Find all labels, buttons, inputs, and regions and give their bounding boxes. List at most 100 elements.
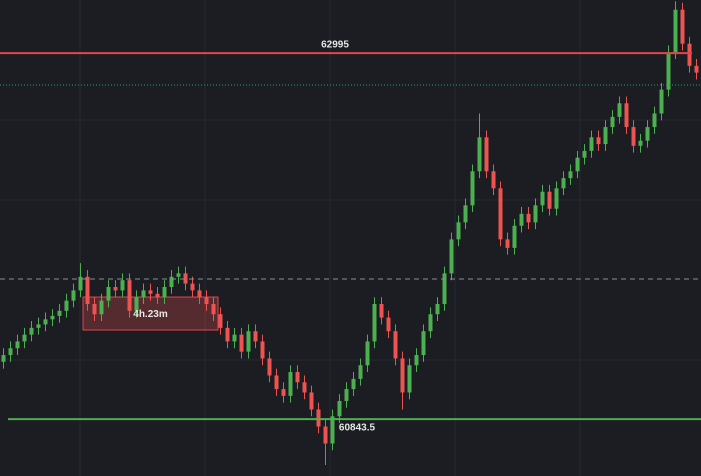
candle-body	[1, 355, 6, 362]
candle-body	[57, 310, 62, 316]
candle-body	[43, 319, 48, 325]
candle-body	[617, 103, 622, 117]
candle-body	[526, 213, 531, 223]
candle-body	[596, 137, 601, 145]
candle-body	[428, 314, 433, 332]
candle-body	[316, 409, 321, 427]
candle-body	[421, 331, 426, 356]
candle-body	[645, 127, 650, 141]
candle-body	[155, 293, 160, 298]
candle-body	[267, 358, 272, 376]
candle-body	[456, 222, 461, 240]
candle-body	[106, 286, 111, 301]
candle-body	[407, 365, 412, 393]
candle-body	[512, 225, 517, 248]
candle-body	[547, 191, 552, 209]
candle-body	[78, 276, 83, 291]
candle-body	[15, 341, 20, 349]
candle-body	[449, 239, 454, 274]
candle-body	[120, 280, 125, 291]
candle-body	[218, 314, 223, 328]
candle-body	[64, 300, 69, 311]
candle-body	[379, 304, 384, 318]
candle-body	[505, 239, 510, 248]
candle-body	[50, 315, 55, 320]
candle-body	[190, 283, 195, 291]
candle-body	[260, 341, 265, 359]
candle-body	[225, 327, 230, 342]
candle-body	[393, 331, 398, 359]
candle-body	[134, 297, 139, 311]
candle-body	[351, 378, 356, 390]
candle-body	[274, 375, 279, 390]
candle-body	[344, 389, 349, 401]
time-range-label: 4h.23m	[133, 309, 168, 320]
candle-body	[29, 327, 34, 335]
candle-body	[309, 392, 314, 410]
candle-body	[659, 89, 664, 114]
candle-body	[568, 171, 573, 179]
candle-body	[337, 400, 342, 417]
candle-body	[673, 9, 678, 53]
candle-body	[281, 389, 286, 396]
candle-body	[365, 341, 370, 366]
candle-body	[232, 334, 237, 342]
candle-body	[239, 334, 244, 352]
time-range-box	[82, 296, 219, 331]
candle-body	[127, 280, 132, 311]
candle-body	[561, 178, 566, 189]
candle-body	[540, 191, 545, 206]
candle-body	[631, 127, 636, 146]
candle-body	[386, 317, 391, 332]
candle-body	[414, 355, 419, 366]
candle-body	[372, 304, 377, 342]
price-level-label: 60843.5	[339, 423, 376, 434]
candle-body	[400, 358, 405, 393]
candle-body	[169, 276, 174, 287]
candle-body	[183, 273, 188, 284]
candle-body	[638, 140, 643, 146]
candle-body	[687, 43, 692, 66]
candle-body	[85, 276, 90, 305]
candle-body	[148, 290, 153, 294]
candle-body	[435, 304, 440, 315]
candle-body	[694, 65, 699, 73]
candle-body	[442, 273, 447, 305]
candle-body	[498, 188, 503, 240]
candle-body	[162, 286, 167, 298]
candle-body	[477, 137, 482, 172]
candle-body	[533, 205, 538, 223]
candle-body	[652, 113, 657, 128]
candle-body	[358, 365, 363, 379]
candle-body	[295, 372, 300, 383]
candle-body	[99, 300, 104, 315]
candle-body	[197, 290, 202, 298]
candle-body	[491, 171, 496, 189]
candle-body	[603, 127, 608, 145]
price-level-label: 62995	[321, 40, 349, 51]
candle-body	[330, 416, 335, 444]
candle-body	[666, 52, 671, 90]
candle-body	[113, 286, 118, 291]
candle-body	[253, 331, 258, 342]
candle-body	[302, 382, 307, 393]
candle-body	[519, 213, 524, 226]
candle-body	[610, 116, 615, 128]
candle-body	[92, 304, 97, 315]
candle-body	[575, 157, 580, 172]
candle-body	[22, 334, 27, 342]
candle-body	[8, 348, 13, 356]
candle-body	[582, 150, 587, 158]
candle-body	[36, 324, 41, 328]
candle-body	[71, 290, 76, 301]
candle-body	[554, 188, 559, 209]
candle-body	[470, 171, 475, 206]
candle-body	[176, 273, 181, 277]
candle-body	[246, 331, 251, 352]
candle-body	[211, 304, 216, 315]
candle-body	[589, 137, 594, 151]
candle-body	[624, 103, 629, 128]
candle-body	[463, 205, 468, 223]
